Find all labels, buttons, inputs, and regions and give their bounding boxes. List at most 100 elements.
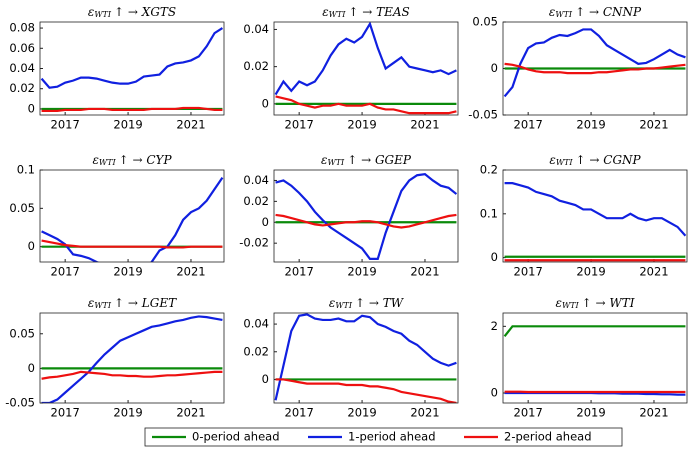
x-tick-label: 2021 — [410, 406, 439, 420]
x-tick-label: 2017 — [514, 406, 543, 420]
panel-title: εWTI ↑ → CYP — [92, 153, 172, 168]
panel: εWTI ↑ → WTI 0 2 2017 2019 2021 — [491, 296, 688, 420]
series-line — [40, 27, 224, 89]
axes-frame — [502, 169, 688, 263]
title-symbol: ε — [556, 296, 562, 310]
title-rest: ↑ → CGNP — [576, 153, 642, 167]
title-symbol: ε — [549, 5, 555, 19]
title-symbol: ε — [88, 296, 94, 310]
x-tick-label: 2017 — [514, 265, 543, 279]
panel: εWTI ↑ → GGEP -0.02 0 0.02 0.04 2017 2019 2021 — [239, 153, 459, 279]
series-line — [41, 370, 223, 380]
panel-title: εWTI ↑ → WTI — [556, 296, 635, 311]
y-tick-label: 0 — [262, 372, 269, 386]
y-tick-label: 2 — [491, 319, 498, 333]
plot-area — [274, 313, 457, 403]
y-tick-label: 0.02 — [243, 59, 269, 73]
title-symbol: ε — [92, 153, 98, 167]
axes-frame — [273, 21, 459, 116]
series-line — [503, 28, 686, 98]
x-tick-label: 2021 — [639, 265, 668, 279]
y-tick-label: 0 — [28, 101, 35, 115]
x-tick-label: 2017 — [285, 265, 314, 279]
x-tick-label: 2017 — [51, 406, 80, 420]
y-tick-label: 0.02 — [243, 194, 269, 208]
axes-frame — [273, 169, 459, 263]
axes-frame — [39, 312, 225, 404]
axes-frame — [273, 312, 459, 404]
panel: εWTI ↑ → LGET -0.05 0 0.05 2017 2019 2021 — [5, 296, 225, 420]
y-tick-label: 0.04 — [243, 22, 269, 36]
x-tick-label: 2019 — [576, 118, 605, 132]
series-line — [275, 95, 457, 115]
title-symbol: ε — [322, 5, 328, 19]
x-tick-label: 2019 — [347, 118, 376, 132]
x-tick-label: 2019 — [347, 406, 376, 420]
series-line — [41, 106, 223, 113]
y-tick-label: 0.05 — [472, 15, 498, 29]
title-subscript: WTI — [335, 301, 353, 310]
panel-title: εWTI ↑ → XGTS — [88, 5, 176, 20]
x-tick-label: 2017 — [51, 118, 80, 132]
series-line — [275, 213, 457, 229]
panel: εWTI ↑ → TW 0 0.02 0.04 2017 2019 2021 — [243, 296, 459, 420]
title-subscript: WTI — [555, 10, 573, 19]
panel-title: εWTI ↑ → CGNP — [549, 153, 641, 168]
legend-box — [144, 427, 623, 447]
x-tick-label: 2017 — [514, 118, 543, 132]
title-rest: ↑ → WTI — [582, 296, 635, 310]
title-subscript: WTI — [99, 158, 117, 167]
x-tick-label: 2019 — [576, 265, 605, 279]
title-rest: ↑ → GGEP — [347, 153, 412, 167]
series-line — [275, 173, 458, 260]
title-symbol: ε — [321, 153, 327, 167]
y-tick-label: 0 — [491, 386, 498, 400]
title-subscript: WTI — [562, 301, 580, 310]
panel: εWTI ↑ → TEAS 0 0.02 0.04 2017 2019 2021 — [243, 5, 459, 132]
series-line — [504, 391, 686, 396]
axes-frame — [39, 169, 225, 263]
panel-title: εWTI ↑ → GGEP — [321, 153, 412, 168]
y-tick-label: 0.2 — [480, 163, 498, 177]
x-tick-label: 2017 — [51, 265, 80, 279]
axes-frame — [502, 21, 688, 116]
y-tick-label: 0 — [262, 215, 269, 229]
y-tick-label: 0 — [28, 239, 35, 253]
title-symbol: ε — [329, 296, 335, 310]
y-tick-label: 0.05 — [9, 326, 35, 340]
title-subscript: WTI — [94, 10, 112, 19]
panel: εWTI ↑ → XGTS 0 0.02 0.04 0.06 0.08 2017 2019 202… — [9, 5, 225, 132]
series-line — [274, 313, 457, 401]
x-tick-label: 2021 — [176, 406, 205, 420]
y-tick-label: 0.1 — [480, 206, 498, 220]
legend-label: 1-period ahead — [348, 430, 436, 444]
x-tick-label: 2021 — [176, 118, 205, 132]
y-tick-label: 0.06 — [9, 41, 35, 55]
y-tick-label: 0 — [262, 96, 269, 110]
x-tick-label: 2021 — [410, 265, 439, 279]
y-tick-label: 0.08 — [9, 21, 35, 35]
y-tick-label: 0 — [491, 250, 498, 264]
x-tick-label: 2019 — [347, 265, 376, 279]
panel-title: εWTI ↑ → LGET — [88, 296, 177, 311]
y-tick-label: -0.05 — [468, 108, 498, 122]
title-subscript: WTI — [327, 158, 345, 167]
legend: 0-period ahead 1-period ahead 2-period ahe… — [144, 427, 623, 447]
x-tick-label: 2017 — [285, 406, 314, 420]
series-line — [275, 378, 457, 403]
x-tick-label: 2019 — [113, 265, 142, 279]
panel-title: εWTI ↑ → TEAS — [322, 5, 410, 20]
title-subscript: WTI — [556, 158, 574, 167]
plot-area — [41, 315, 223, 403]
plot-area — [275, 173, 458, 260]
axes-frame — [39, 21, 225, 116]
y-tick-label: 0.02 — [243, 344, 269, 358]
title-subscript: WTI — [94, 301, 112, 310]
title-symbol: ε — [88, 5, 94, 19]
x-tick-label: 2021 — [639, 406, 668, 420]
series-line — [41, 315, 223, 403]
y-tick-label: -0.05 — [5, 396, 35, 410]
x-tick-label: 2021 — [176, 265, 205, 279]
title-rest: ↑ → LGET — [114, 296, 177, 310]
